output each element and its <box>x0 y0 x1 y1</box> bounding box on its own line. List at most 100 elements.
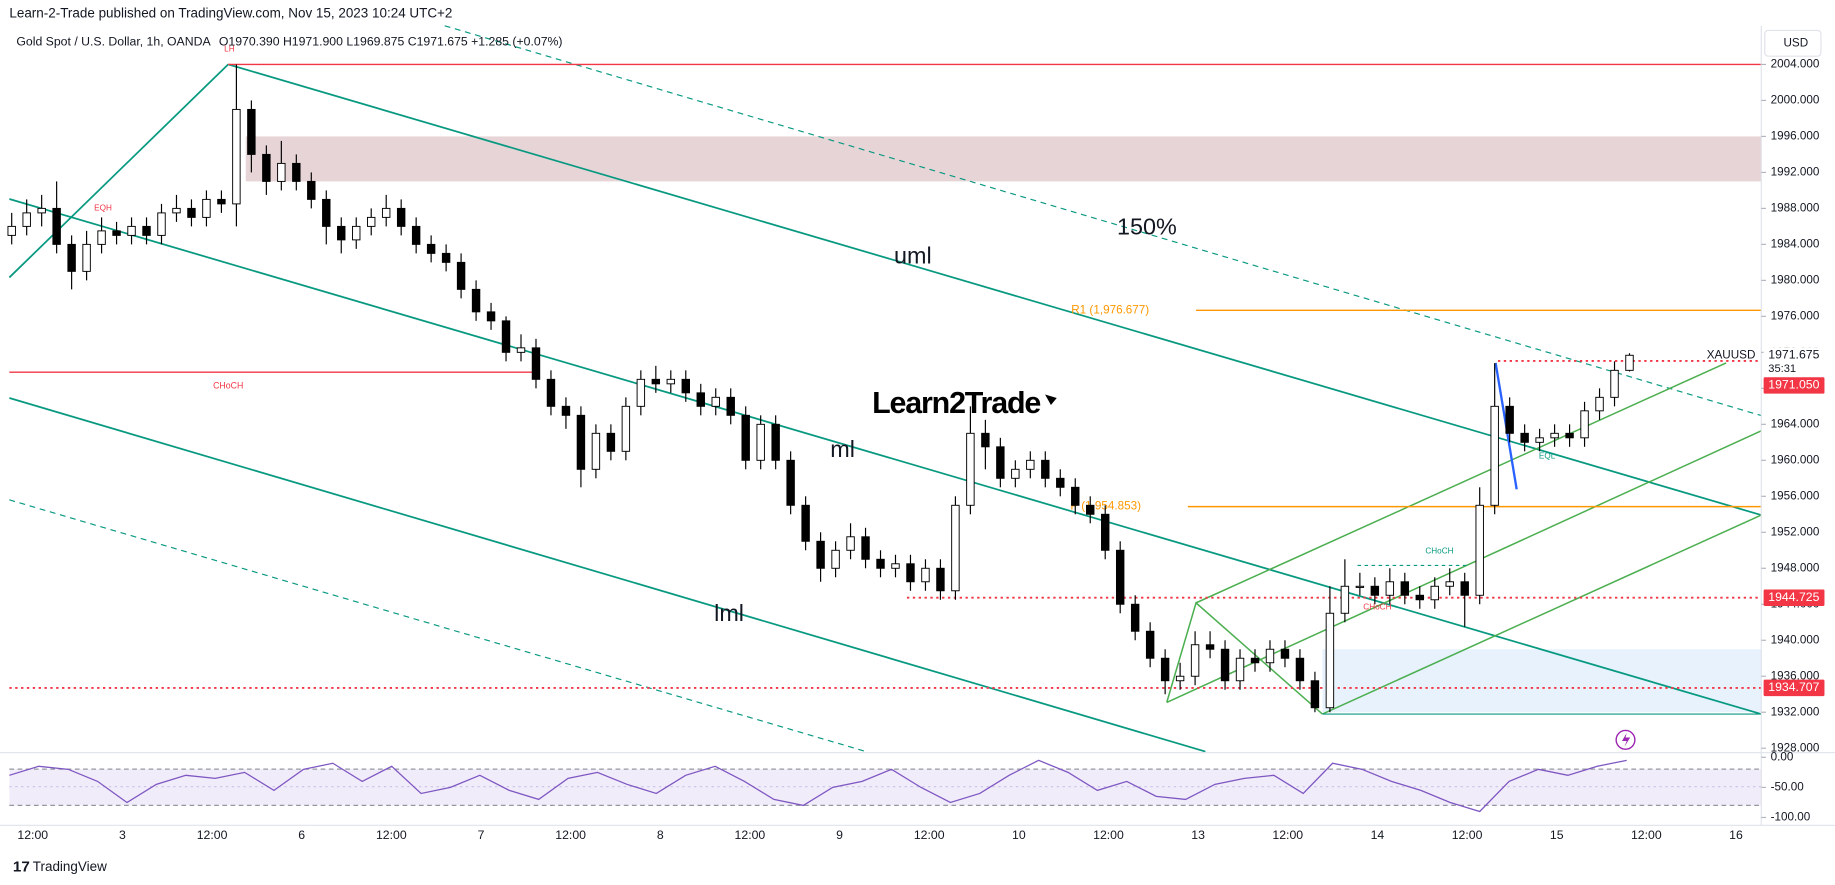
currency-box[interactable] <box>1764 29 1822 57</box>
candle-body <box>22 212 31 227</box>
price-marker-label: 1934.707 <box>1768 680 1819 694</box>
candle-body <box>801 504 810 542</box>
candle-body <box>951 504 960 592</box>
x-tick-label: 12:00 <box>17 828 48 842</box>
trend-line <box>8 63 229 279</box>
x-tick-label: 15 <box>1550 828 1564 842</box>
tv-logo: 17 <box>13 858 30 875</box>
candle-body <box>1041 459 1050 479</box>
candle-body <box>666 378 676 385</box>
candle-body <box>52 207 61 245</box>
alert-icon <box>1615 729 1636 750</box>
candle-body <box>1280 648 1290 659</box>
candle-body <box>966 432 975 506</box>
candle-body <box>172 207 181 214</box>
candle-body <box>411 225 421 245</box>
price-marker <box>1763 377 1825 394</box>
candle-body <box>262 153 271 182</box>
y-tick-label: 1956.000 <box>1771 489 1820 502</box>
candle-body <box>232 108 241 205</box>
footer-brand: TradingView <box>33 859 107 874</box>
currency[interactable]: USD <box>1784 36 1809 49</box>
level-label: CHoCH <box>213 381 243 391</box>
candle-body <box>1086 504 1095 515</box>
candle-body <box>381 207 391 218</box>
candle-body <box>1490 405 1499 506</box>
annotation: CHoCH <box>1363 603 1391 612</box>
candle-body <box>1130 603 1140 632</box>
ohlc-line: O1970.390 H1971.900 L1969.875 C1971.675 … <box>219 34 563 48</box>
y-tick-label: 1976.000 <box>1771 309 1820 322</box>
x-tick-label: 8 <box>657 828 664 842</box>
candle-body <box>1415 594 1424 601</box>
published-line: Learn-2-Trade published on TradingView.c… <box>9 6 452 21</box>
fib-line <box>444 25 1762 417</box>
zone <box>1322 649 1762 713</box>
candle-body <box>307 180 316 200</box>
price-marker-label: 1944.725 <box>1768 590 1819 604</box>
annotation: EQH <box>94 204 112 213</box>
candle-body <box>1056 477 1065 488</box>
price-marker-label: 1971.050 <box>1768 378 1819 392</box>
channel-line <box>1195 362 1727 604</box>
candle-body <box>1026 459 1035 470</box>
annotations: 150% uml ml lml EQH LH CHoCH CHoCH EQL Learn2Trad… <box>94 44 1556 625</box>
price-marker <box>1763 589 1825 606</box>
annotation: EQL <box>1539 452 1556 461</box>
candle-body <box>1101 513 1110 551</box>
y-tick-label: 1964.000 <box>1771 417 1820 430</box>
ml-line <box>9 198 1762 715</box>
candle-body <box>1160 657 1170 682</box>
osc-band <box>9 769 1762 806</box>
x-tick-label: 12:00 <box>1452 828 1483 842</box>
annotation: ml <box>830 436 855 462</box>
candle-body <box>277 162 286 182</box>
candle-body <box>1205 644 1215 650</box>
candle-body <box>1595 396 1604 412</box>
candle-body <box>202 198 211 218</box>
candle-body <box>366 216 376 227</box>
candle-body <box>337 225 346 241</box>
candle-body <box>1430 585 1439 601</box>
candle-body <box>217 198 226 205</box>
candle-body <box>696 392 705 407</box>
candle-body <box>1325 612 1335 709</box>
x-tick-label: 3 <box>119 828 126 842</box>
candle-body <box>1145 630 1155 659</box>
candle-body <box>1385 581 1395 596</box>
candle-body <box>7 225 16 236</box>
candle-body <box>756 423 765 461</box>
x-tick-label: 13 <box>1191 828 1205 842</box>
candle-body <box>621 405 631 452</box>
zone <box>245 136 1762 182</box>
candle-body <box>1310 680 1320 709</box>
candle-body <box>1295 657 1305 682</box>
candle-body <box>681 378 690 394</box>
price-marker-label: 1971.675 <box>1768 348 1819 362</box>
candle-body <box>1340 585 1350 614</box>
candle-body <box>1400 581 1410 596</box>
x-tick-label: 10 <box>1012 828 1026 842</box>
candle-body <box>1011 468 1020 479</box>
candle-body <box>322 198 331 227</box>
candle-body <box>1265 648 1275 664</box>
candle-body <box>1250 657 1260 664</box>
candle-body <box>816 540 825 569</box>
candle-body <box>936 567 945 592</box>
candle-body <box>921 567 930 583</box>
candle-body <box>741 414 750 461</box>
candle-body <box>1580 410 1589 439</box>
y-tick-label: 1996.000 <box>1771 130 1820 143</box>
oscillator <box>9 759 1627 813</box>
candle-body <box>561 405 571 416</box>
candle-body <box>292 162 301 182</box>
candle-body <box>486 311 496 322</box>
candle-body <box>396 207 406 227</box>
y-tick-label: 1988.000 <box>1771 201 1820 214</box>
candle-body <box>576 414 586 470</box>
candle-body <box>606 432 616 452</box>
candle-body <box>1505 405 1514 434</box>
candle-body <box>1115 549 1125 605</box>
